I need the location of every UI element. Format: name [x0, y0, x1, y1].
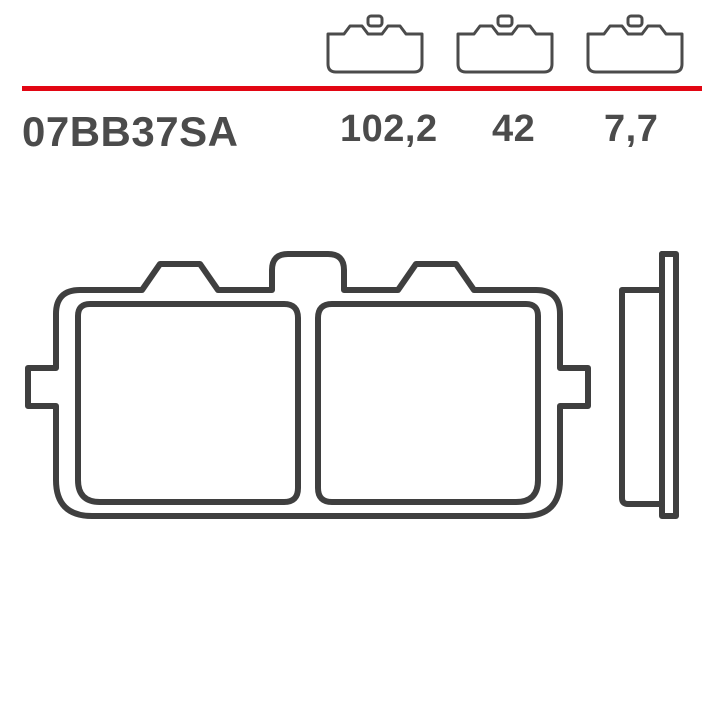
- part-number: 07BB37SA: [22, 108, 238, 156]
- dimension-thickness: 7,7: [604, 108, 658, 151]
- spec-sheet-canvas: 07BB37SA 102,2 42 7,7: [0, 0, 724, 724]
- header-dimension-icons: [0, 8, 724, 82]
- accent-separator: [22, 86, 702, 91]
- brake-pad-diagram: [22, 230, 702, 660]
- side-view: [622, 254, 676, 516]
- front-view: [28, 254, 588, 516]
- dimension-height: 42: [492, 108, 535, 151]
- dimension-width: 102,2: [340, 108, 438, 151]
